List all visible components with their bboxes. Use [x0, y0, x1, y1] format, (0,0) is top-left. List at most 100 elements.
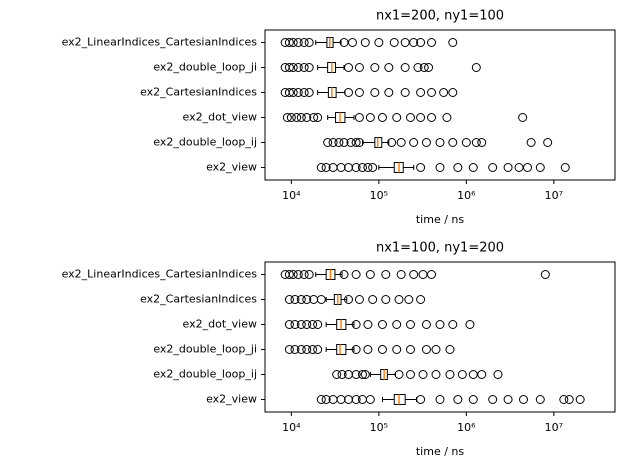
flier [336, 395, 346, 404]
box [336, 344, 347, 355]
flier [357, 163, 367, 172]
flier [351, 320, 361, 329]
y-tick-label: ex2_LinearIndices_CartesianIndices [62, 36, 258, 49]
flier [448, 320, 458, 329]
flier [302, 113, 312, 122]
flier [288, 88, 298, 97]
flier [488, 395, 498, 404]
flier [453, 163, 463, 172]
flier [296, 295, 306, 304]
flier [316, 295, 326, 304]
flier [560, 163, 570, 172]
flier [416, 113, 426, 122]
flier [416, 395, 426, 404]
flier [535, 395, 545, 404]
flier [351, 345, 361, 354]
flier [465, 320, 475, 329]
flier [405, 345, 415, 354]
flier [377, 113, 387, 122]
flier [543, 138, 553, 147]
y-tick-label: ex2_CartesianIndices [140, 293, 257, 306]
flier [365, 270, 375, 279]
flier [360, 370, 370, 379]
flier [332, 370, 342, 379]
flier [540, 270, 550, 279]
flier [351, 138, 361, 147]
flier [396, 138, 406, 147]
flier [427, 88, 437, 97]
x-tick-label: 10⁷ [545, 421, 563, 434]
y-tick-label: ex2_double_loop_ij [153, 368, 257, 381]
flier [339, 138, 349, 147]
flier [421, 320, 431, 329]
flier [435, 163, 445, 172]
flier [392, 113, 402, 122]
flier [290, 295, 300, 304]
x-tick-label: 10⁶ [457, 189, 476, 202]
flier [384, 88, 394, 97]
flier [468, 395, 478, 404]
flier [493, 370, 503, 379]
flier [351, 370, 361, 379]
flier [316, 395, 326, 404]
flier [360, 38, 370, 47]
flier [559, 395, 569, 404]
flier [392, 345, 402, 354]
axes-frame [264, 261, 616, 413]
flier [351, 395, 361, 404]
flier [409, 38, 419, 47]
flier [296, 113, 306, 122]
flier [337, 370, 347, 379]
flier [304, 63, 314, 72]
flier [284, 38, 294, 47]
flier [363, 163, 373, 172]
flier [389, 38, 399, 47]
flier [435, 395, 445, 404]
flier [334, 138, 344, 147]
flier [471, 63, 481, 72]
flier [343, 295, 353, 304]
flier [284, 63, 294, 72]
flier [387, 138, 397, 147]
flier [514, 163, 524, 172]
flier [284, 295, 294, 304]
flier [381, 295, 391, 304]
flier [394, 295, 404, 304]
flier [477, 138, 487, 147]
flier [293, 270, 303, 279]
flier [416, 163, 426, 172]
flier [418, 370, 428, 379]
y-tick-label: ex2_view [206, 161, 257, 174]
flier [404, 295, 414, 304]
flier [323, 138, 333, 147]
flier [284, 270, 294, 279]
flier [304, 270, 314, 279]
flier [293, 63, 303, 72]
axes-frame [264, 29, 616, 181]
flier [282, 113, 292, 122]
flier [339, 270, 349, 279]
flier [302, 320, 312, 329]
flier [368, 163, 378, 172]
flier [468, 370, 478, 379]
flier [409, 270, 419, 279]
flier [354, 138, 364, 147]
flier [400, 63, 410, 72]
y-tick-label: ex2_CartesianIndices [140, 86, 257, 99]
flier [488, 163, 498, 172]
flier [302, 295, 312, 304]
flier [351, 270, 361, 279]
x-tick-label: 10⁶ [457, 421, 476, 434]
flier [405, 113, 415, 122]
flier [523, 163, 532, 172]
flier [293, 88, 303, 97]
flier [290, 345, 300, 354]
flier [336, 163, 346, 172]
flier [424, 63, 434, 72]
flier [418, 270, 428, 279]
flier [365, 395, 375, 404]
y-tick-label: ex2_LinearIndices_CartesianIndices [62, 268, 258, 281]
x-tick-label: 10⁴ [282, 421, 301, 434]
flier [448, 138, 458, 147]
